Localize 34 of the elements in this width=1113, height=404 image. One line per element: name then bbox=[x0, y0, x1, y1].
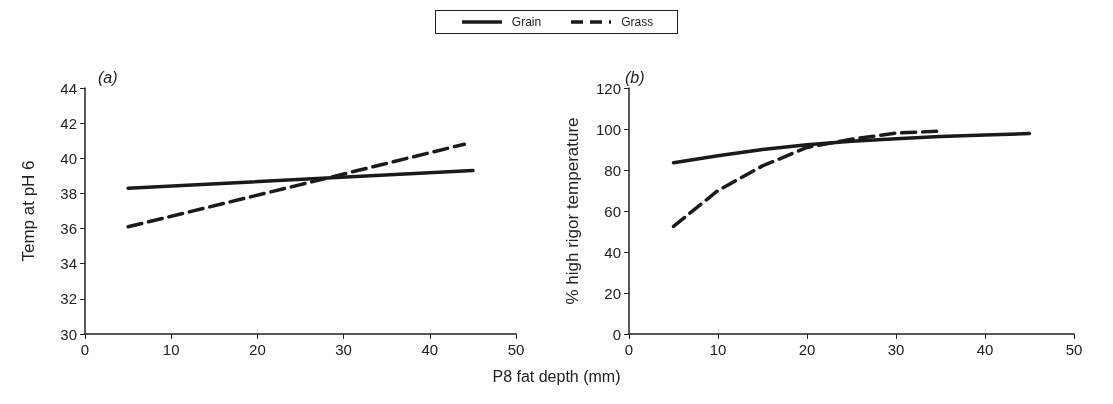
chart-title: (b) bbox=[625, 68, 645, 86]
y-tick-label: 40 bbox=[604, 243, 621, 261]
y-tick-label: 34 bbox=[60, 255, 77, 273]
x-tick-label: 50 bbox=[1065, 341, 1083, 358]
x-axis-title: P8 fat depth (mm) bbox=[491, 368, 622, 386]
y-tick-label: 38 bbox=[60, 184, 77, 202]
y-tick-label: 42 bbox=[60, 114, 77, 132]
y-tick-label: 120 bbox=[595, 79, 621, 97]
y-tick-label: 60 bbox=[604, 202, 621, 220]
x-tick-label: 40 bbox=[421, 341, 439, 358]
x-tick-label: 20 bbox=[798, 341, 816, 358]
x-tick-label: 20 bbox=[249, 341, 266, 358]
y-axis-title: % high rigor temperature bbox=[563, 117, 582, 305]
y-tick-label: 40 bbox=[60, 149, 77, 167]
y-tick-label: 20 bbox=[604, 284, 621, 302]
y-tick-label: 30 bbox=[60, 325, 77, 343]
x-tick-label: 50 bbox=[507, 341, 525, 358]
x-tick-label: 0 bbox=[624, 341, 634, 358]
y-tick-label: 44 bbox=[60, 79, 77, 97]
y-tick-label: 36 bbox=[60, 220, 77, 238]
x-tick-label: 30 bbox=[887, 341, 905, 358]
y-tick-label: 0 bbox=[612, 325, 621, 343]
x-tick-label: 0 bbox=[80, 341, 90, 358]
chart-title: (a) bbox=[98, 68, 118, 86]
x-tick-label: 10 bbox=[709, 341, 727, 358]
y-tick-label: 32 bbox=[60, 290, 77, 308]
x-tick-label: 40 bbox=[976, 341, 994, 358]
x-tick-label: 30 bbox=[335, 341, 352, 358]
y-tick-label: 100 bbox=[595, 120, 621, 138]
legend-label: Grain bbox=[511, 15, 542, 29]
y-tick-label: 80 bbox=[604, 161, 621, 179]
x-tick-label: 10 bbox=[162, 341, 180, 358]
legend-label: Grass bbox=[621, 15, 654, 29]
y-axis-title: Temp at pH 6 bbox=[19, 160, 38, 262]
